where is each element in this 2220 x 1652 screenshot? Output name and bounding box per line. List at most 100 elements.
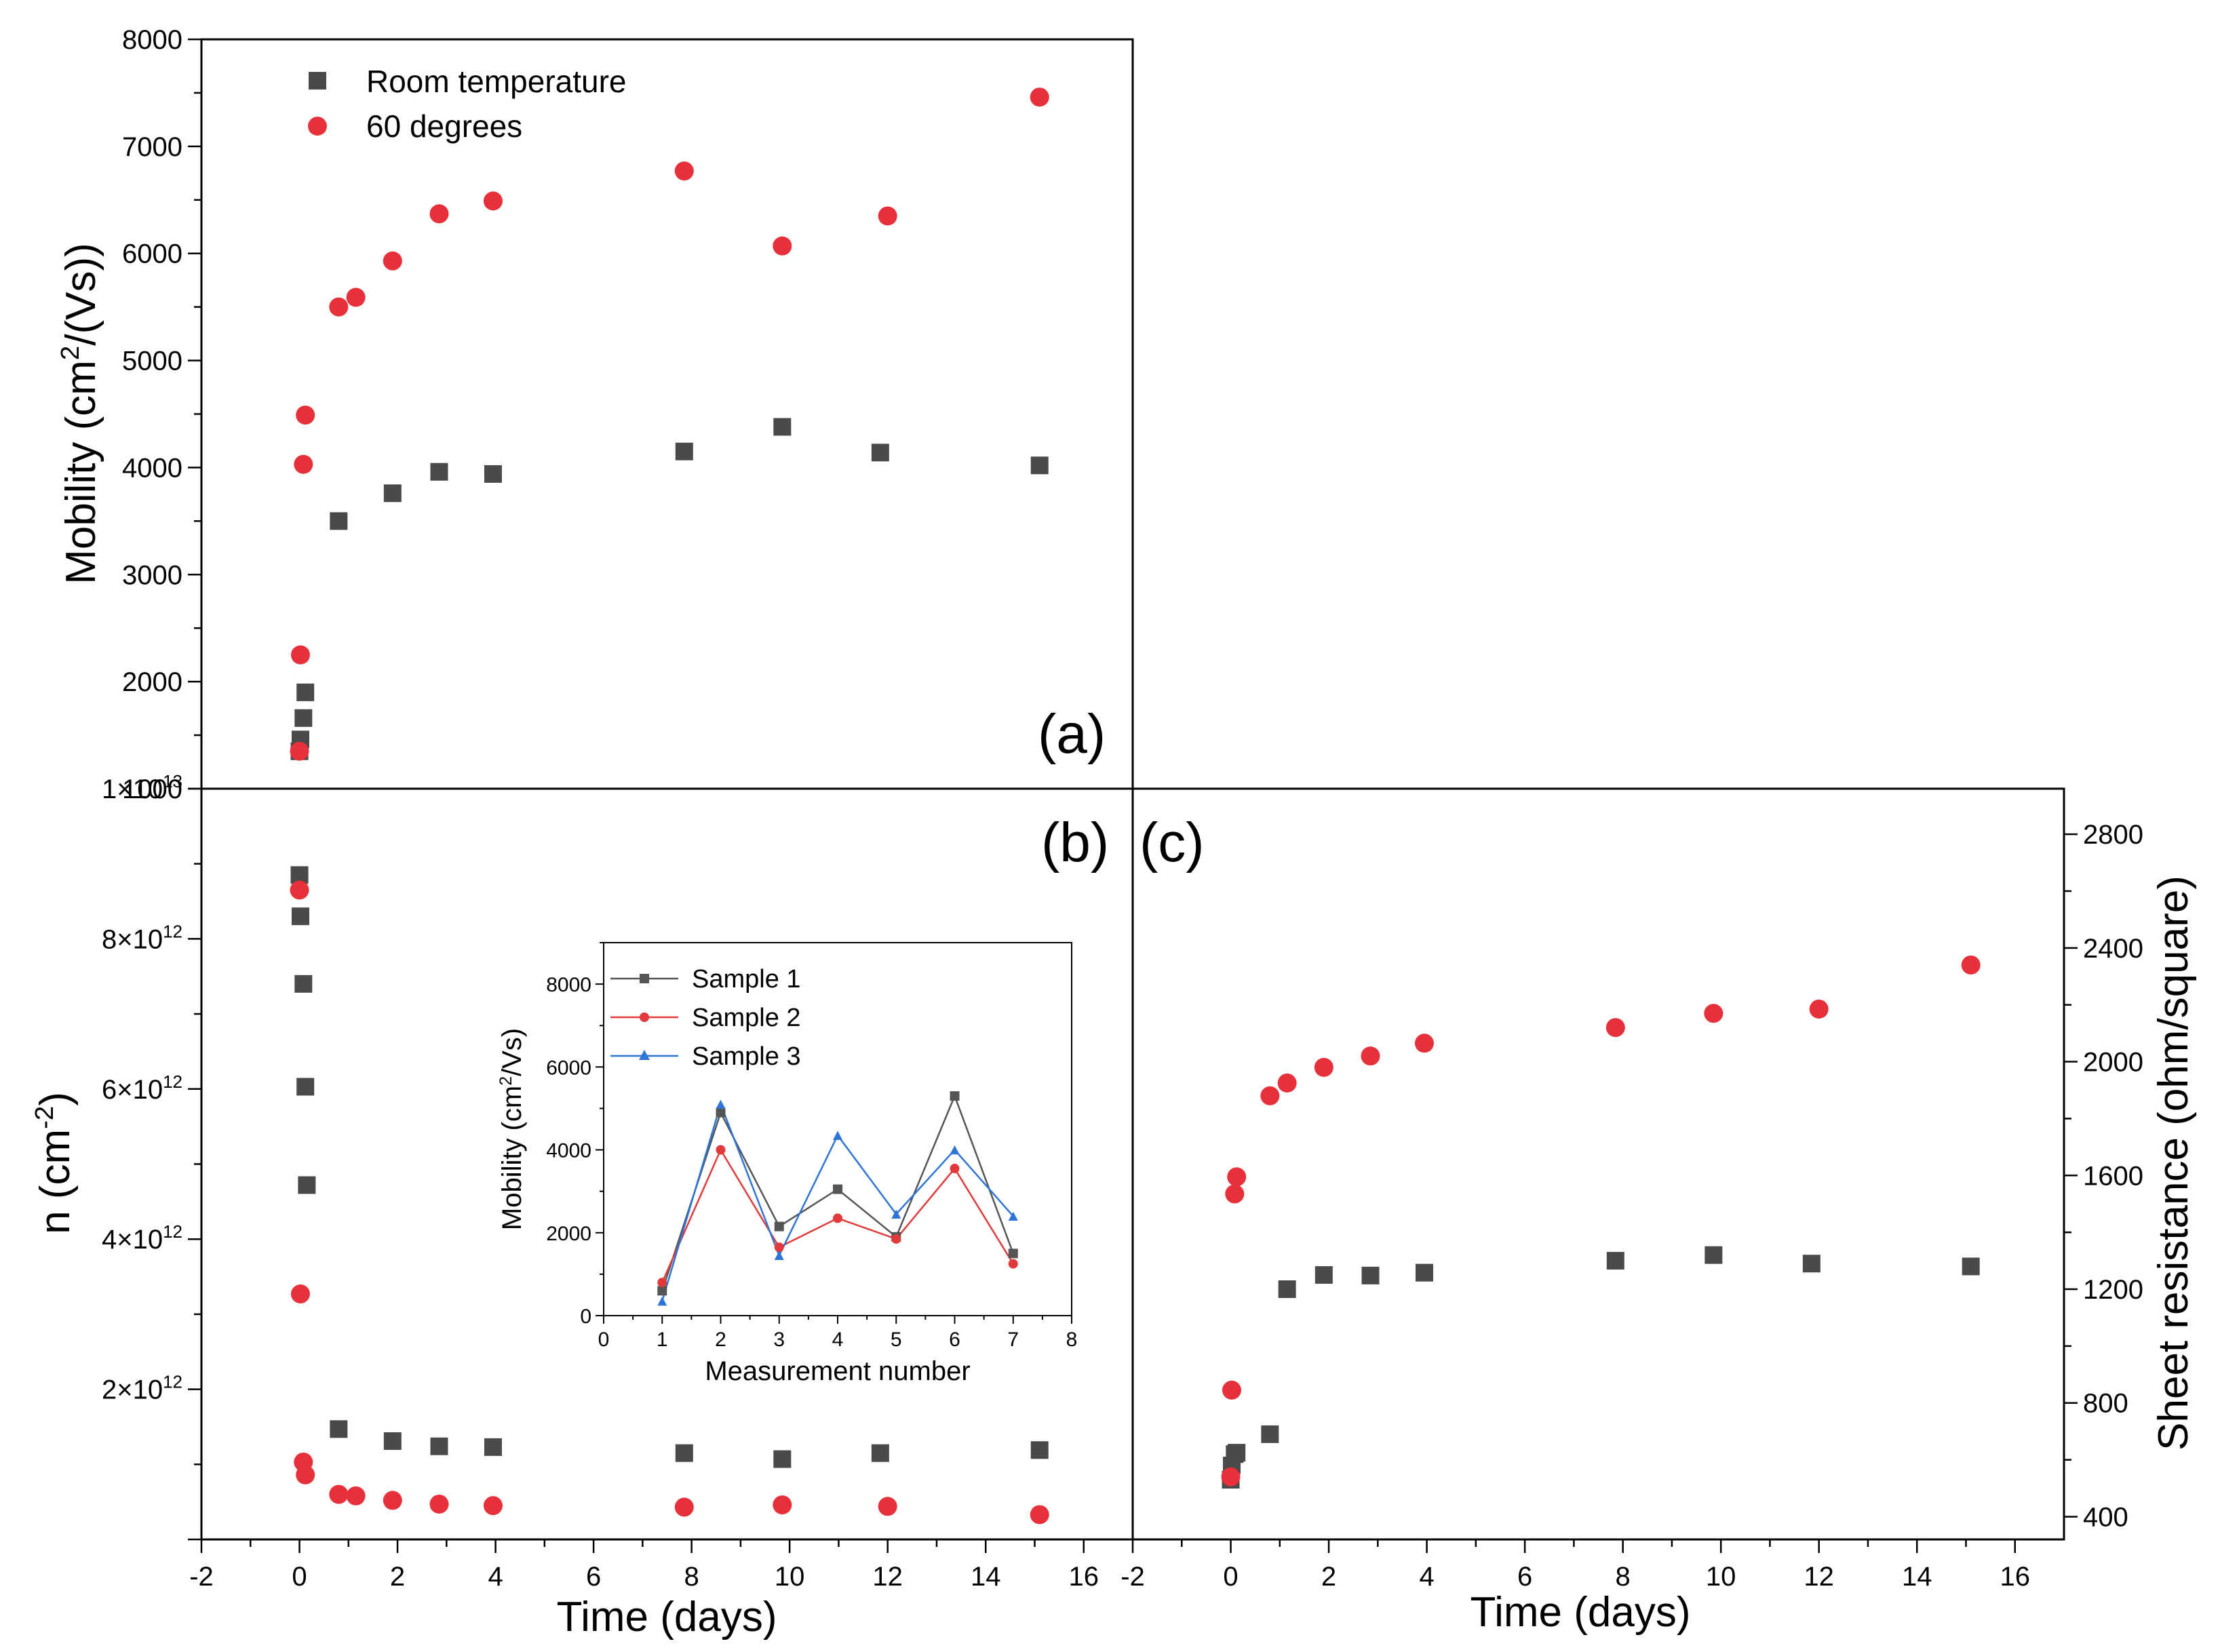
inset-x-tick-label: 1 — [657, 1329, 668, 1351]
y-tick-label-b: 4×1012 — [102, 1221, 182, 1255]
data-point-c-room — [1962, 1257, 1980, 1276]
data-point-a-room — [1030, 456, 1049, 475]
inset-ylabel-end: /Vs) — [497, 1028, 527, 1076]
data-point-a-room — [871, 444, 889, 462]
data-point-c-room — [1705, 1246, 1723, 1264]
inset-x-tick-label: 7 — [1007, 1329, 1019, 1351]
data-point-c-room — [1228, 1444, 1246, 1462]
inset-legend-label-s1: Sample 1 — [692, 965, 801, 994]
data-point-b-room — [871, 1444, 889, 1462]
panel-b-marks — [290, 866, 1049, 1525]
data-point-a-room — [294, 709, 313, 727]
legend-sixty-label: 60 degrees — [366, 109, 522, 144]
inset-y-tick-label: 8000 — [546, 974, 591, 996]
inset-legend: Sample 1 Sample 2 Sample 3 — [610, 965, 801, 1071]
x-tick-label-b: 2 — [390, 1562, 405, 1592]
data-point-b-sixty — [346, 1486, 366, 1506]
data-point-c-sixty — [1221, 1467, 1241, 1487]
inset-point-sample-2 — [1008, 1259, 1018, 1269]
y-tick-label-a: 2000 — [122, 667, 182, 697]
y-tick-label-a: 1000 — [122, 774, 182, 804]
data-point-b-room — [484, 1438, 502, 1456]
y-tick-label-b: 6×1012 — [102, 1071, 182, 1105]
inset-ylabel-sup: 2 — [497, 1076, 515, 1086]
legend-a: Room temperature 60 degrees — [308, 64, 627, 144]
inset-point-sample-3 — [950, 1145, 960, 1155]
x-tick-label-c: 8 — [1616, 1562, 1631, 1592]
data-point-c-room — [1278, 1280, 1296, 1298]
ylabel-a-end: /(Vs)) — [58, 243, 104, 346]
xlabel-c: Time (days) — [1471, 1589, 1691, 1636]
data-point-b-sixty — [878, 1497, 897, 1516]
x-tick-label-c: -2 — [1121, 1562, 1145, 1592]
data-point-b-room — [383, 1432, 402, 1450]
data-point-c-room — [1606, 1252, 1624, 1270]
y-tick-label-b: 8×1012 — [102, 921, 182, 954]
y-tick-label-b: 1×1013 — [102, 771, 182, 804]
data-point-b-room — [296, 1078, 315, 1096]
x-tick-label-b: 8 — [684, 1562, 699, 1592]
data-point-b-sixty — [773, 1495, 792, 1515]
data-point-b-sixty — [290, 1284, 310, 1304]
x-tick-label-b: 6 — [586, 1562, 601, 1592]
inset-point-sample-2 — [950, 1164, 960, 1174]
ylabel-a-main: Mobility (cm — [58, 360, 104, 585]
inset-y-tick-label: 6000 — [546, 1057, 591, 1079]
data-point-a-sixty — [383, 251, 402, 271]
inset-point-sample-1 — [833, 1184, 842, 1194]
data-point-a-sixty — [773, 236, 792, 256]
data-point-b-sixty — [383, 1491, 402, 1510]
legend-room-label: Room temperature — [366, 64, 627, 99]
y-tick-label-c: 1200 — [2083, 1275, 2143, 1305]
data-point-c-sixty — [1605, 1018, 1625, 1038]
data-point-a-sixty — [329, 297, 349, 317]
inset-point-sample-2 — [891, 1234, 901, 1244]
data-point-c-sixty — [1809, 999, 1829, 1019]
data-point-c-sixty — [1414, 1034, 1434, 1053]
data-point-a-sixty — [296, 406, 315, 425]
data-point-b-sixty — [483, 1496, 503, 1516]
panel-label-b: (b) — [1041, 812, 1109, 873]
inset-x-tick-label: 5 — [891, 1329, 902, 1351]
inset-legend-marker-s2 — [640, 1012, 649, 1022]
data-point-a-sixty — [878, 206, 897, 226]
ylabel-a-sup: 2 — [56, 346, 85, 360]
inset-legend-label-s2: Sample 2 — [692, 1004, 801, 1032]
data-point-c-room — [1315, 1266, 1333, 1284]
data-point-a-sixty — [429, 204, 449, 224]
inset-point-sample-2 — [716, 1145, 726, 1155]
data-point-a-room — [773, 418, 792, 436]
inset-point-sample-3 — [833, 1130, 842, 1140]
x-tick-label-c: 16 — [2000, 1562, 2030, 1592]
ylabel-b-main: n (cm — [32, 1129, 79, 1234]
data-point-a-sixty — [674, 161, 694, 181]
data-point-c-sixty — [1225, 1184, 1245, 1204]
y-tick-label-b: 2×1012 — [102, 1372, 182, 1405]
y-tick-label-c: 2400 — [2083, 934, 2143, 964]
x-tick-label-c: 10 — [1706, 1562, 1736, 1592]
data-point-c-room — [1261, 1425, 1279, 1443]
data-point-a-sixty — [483, 191, 503, 211]
x-tick-label-b: 14 — [971, 1562, 1001, 1592]
panel-c-frame — [1131, 787, 2065, 1541]
data-point-c-room — [1361, 1266, 1380, 1284]
data-point-a-sixty — [1030, 87, 1049, 107]
data-point-a-room — [296, 683, 315, 701]
panel-a-marks — [290, 87, 1049, 761]
inset-ticks: 0 1 2 3 4 5 6 7 8 0 2000 4000 6000 8000 — [546, 942, 1077, 1351]
ylabel-a: Mobility (cm2/(Vs)) — [56, 243, 104, 585]
y-tick-label-a: 6000 — [122, 239, 182, 269]
inset-point-sample-3 — [716, 1099, 726, 1109]
data-point-c-sixty — [1222, 1380, 1241, 1400]
x-tick-label-b: -2 — [189, 1562, 214, 1592]
data-point-b-room — [291, 907, 309, 926]
x-tick-label-c: 4 — [1419, 1562, 1434, 1592]
data-point-c-sixty — [1314, 1057, 1333, 1077]
data-point-b-room — [675, 1444, 693, 1462]
inset-point-sample-2 — [833, 1213, 842, 1223]
inset-chart: 0 1 2 3 4 5 6 7 8 0 2000 4000 6000 8000 Sample 1 Samp… — [497, 942, 1077, 1386]
data-point-a-sixty — [290, 645, 310, 665]
data-point-b-sixty — [296, 1465, 315, 1484]
ylabel-b-end: ) — [32, 1092, 79, 1106]
